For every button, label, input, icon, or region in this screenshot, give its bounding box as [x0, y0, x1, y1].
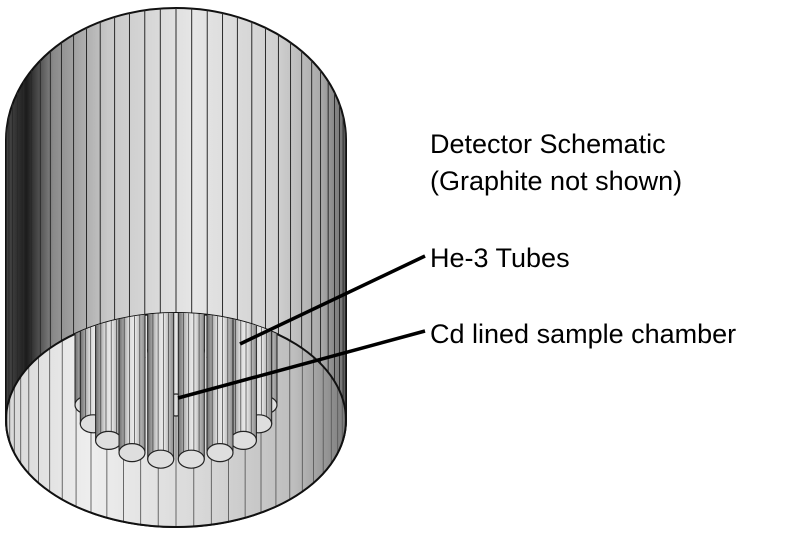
he3-tube [118, 313, 146, 463]
he3-tube [94, 313, 123, 450]
he3-tube [177, 313, 205, 469]
he3-tube [147, 313, 175, 469]
diagram-subtitle: (Graphite not shown) [430, 166, 683, 196]
diagram-title: Detector Schematic [430, 129, 666, 159]
he3-leader-line [239, 254, 426, 346]
he3-tube-bundle [74, 313, 278, 469]
cd-chamber-label: Cd lined sample chamber [430, 319, 737, 349]
he3-tubes-label: He-3 Tubes [430, 243, 570, 273]
cd-chamber-leader-line [177, 329, 426, 400]
